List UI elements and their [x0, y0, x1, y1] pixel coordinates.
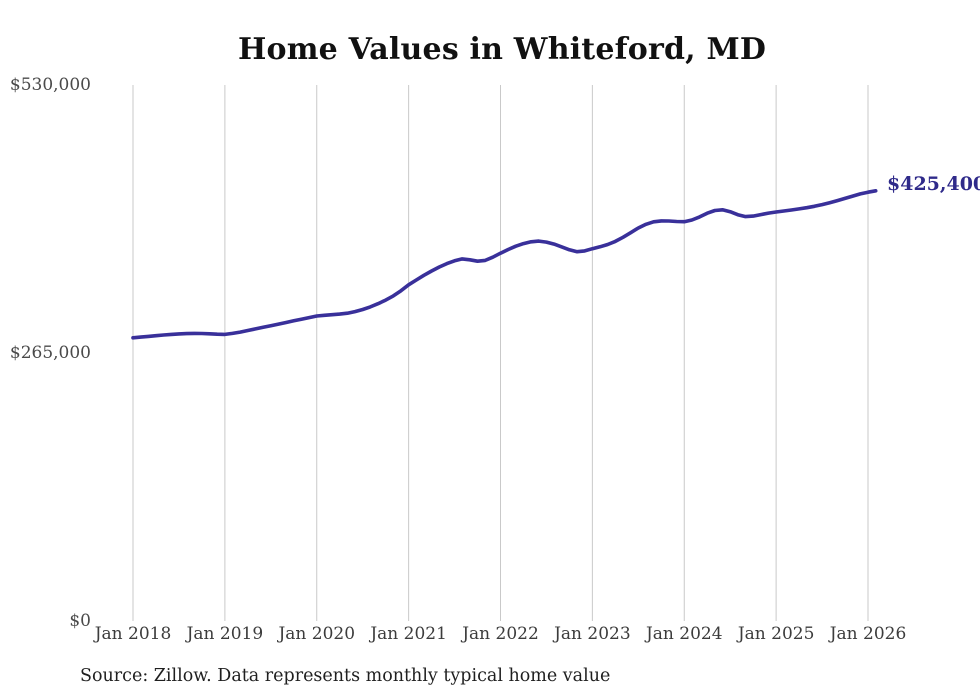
y-tick-label: $0: [69, 611, 91, 631]
x-tick-label: Jan 2023: [554, 624, 631, 644]
x-tick-label: Jan 2022: [462, 624, 539, 644]
latest-value-label: $425,400: [887, 172, 980, 195]
source-note: Source: Zillow. Data represents monthly …: [80, 666, 611, 686]
y-tick-label: $265,000: [9, 343, 91, 363]
x-tick-label: Jan 2018: [94, 624, 172, 644]
y-tick-label: $530,000: [9, 75, 91, 95]
gridlines: [132, 85, 869, 621]
x-tick-label: Jan 2020: [278, 624, 356, 644]
x-tick-label: Jan 2019: [186, 624, 264, 644]
x-tick-label: Jan 2026: [829, 624, 907, 644]
x-tick-label: Jan 2021: [370, 624, 447, 644]
home-value-line: [131, 189, 878, 340]
chart-title: Home Values in Whiteford, MD: [237, 32, 767, 67]
x-tick-label: Jan 2024: [645, 624, 723, 644]
x-tick-label: Jan 2025: [737, 624, 815, 644]
